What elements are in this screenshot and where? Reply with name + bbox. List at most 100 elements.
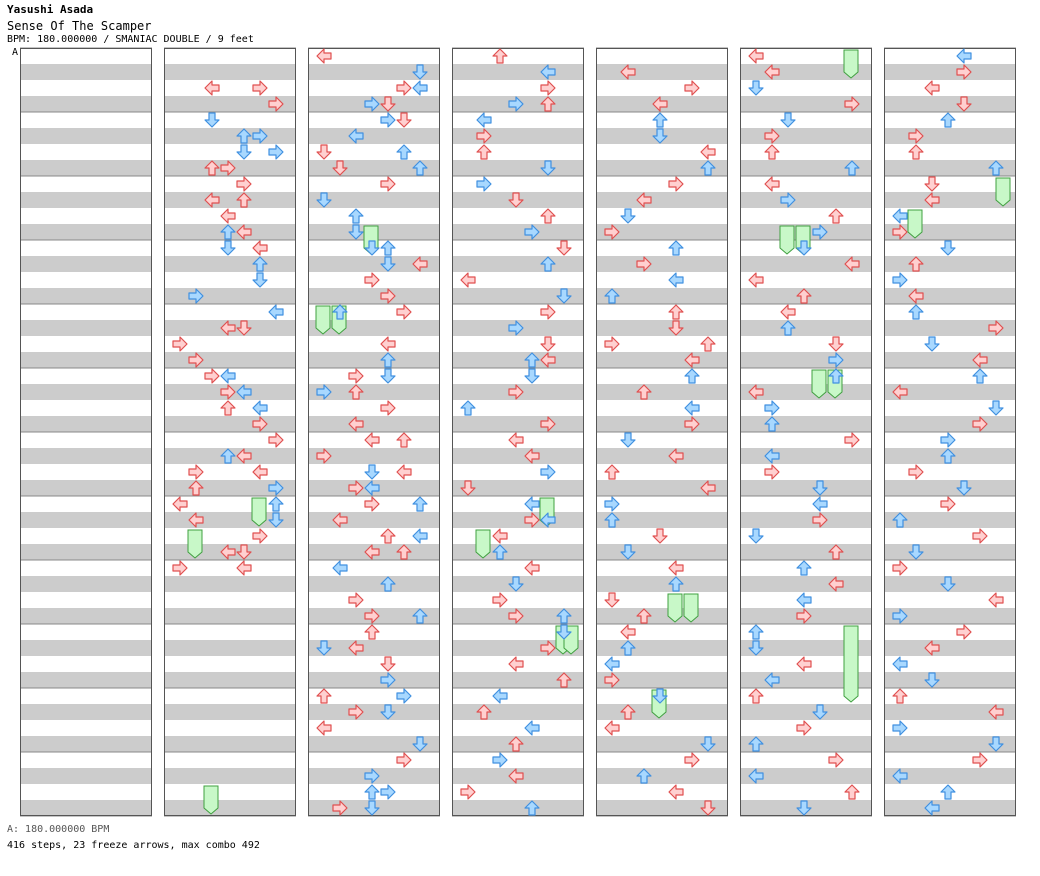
arrow-right-icon (508, 96, 524, 112)
beat-stripe (308, 288, 440, 304)
arrow-right-icon (764, 464, 780, 480)
arrow-right-icon (172, 336, 188, 352)
beat-stripe (740, 96, 872, 112)
freeze-arrow-icon (995, 177, 1011, 207)
beat-stripe (884, 64, 1016, 80)
beat-stripe (20, 96, 152, 112)
arrow-down-icon (508, 192, 524, 208)
arrow-down-icon (204, 112, 220, 128)
arrow-down-icon (620, 432, 636, 448)
arrow-down-icon (332, 160, 348, 176)
arrow-left-icon (892, 656, 908, 672)
arrow-right-icon (828, 352, 844, 368)
arrow-left-icon (204, 192, 220, 208)
arrow-up-icon (556, 608, 572, 624)
beat-stripe (308, 416, 440, 432)
beat-stripe (20, 160, 152, 176)
arrow-up-icon (348, 384, 364, 400)
arrow-up-icon (620, 704, 636, 720)
column-border (308, 48, 440, 816)
arrow-right-icon (380, 176, 396, 192)
arrow-left-icon (908, 288, 924, 304)
arrow-right-icon (220, 160, 236, 176)
arrow-left-icon (684, 400, 700, 416)
bpm-marker: A (12, 47, 19, 58)
arrow-left-icon (892, 768, 908, 784)
beat-stripe (20, 416, 152, 432)
arrow-left-icon (748, 768, 764, 784)
arrow-down-icon (348, 224, 364, 240)
arrow-left-icon (972, 352, 988, 368)
beat-stripe (740, 480, 872, 496)
arrow-left-icon (540, 512, 556, 528)
arrow-up-icon (220, 400, 236, 416)
arrow-right-icon (508, 320, 524, 336)
beat-stripe (884, 736, 1016, 752)
arrow-left-icon (396, 464, 412, 480)
arrow-right-icon (540, 304, 556, 320)
arrow-down-icon (956, 96, 972, 112)
beat-stripe (308, 128, 440, 144)
arrow-left-icon (540, 64, 556, 80)
arrow-left-icon (236, 560, 252, 576)
arrow-down-icon (236, 544, 252, 560)
arrow-right-icon (364, 768, 380, 784)
arrow-down-icon (796, 800, 812, 816)
arrow-right-icon (380, 112, 396, 128)
beat-stripe (596, 576, 728, 592)
arrow-up-icon (604, 288, 620, 304)
beat-stripe (20, 768, 152, 784)
arrow-left-icon (764, 672, 780, 688)
arrow-up-icon (796, 288, 812, 304)
beat-stripe (20, 256, 152, 272)
arrow-up-icon (652, 112, 668, 128)
arrow-left-icon (748, 384, 764, 400)
arrow-right-icon (188, 288, 204, 304)
beat-stripe (20, 384, 152, 400)
arrow-right-icon (364, 496, 380, 512)
beat-stripe (884, 256, 1016, 272)
arrow-left-icon (380, 336, 396, 352)
arrow-left-icon (668, 448, 684, 464)
arrow-right-icon (220, 384, 236, 400)
beat-stripe (164, 640, 296, 656)
arrow-right-icon (252, 80, 268, 96)
beat-stripe (452, 256, 584, 272)
beat-stripe (884, 704, 1016, 720)
beat-stripe (596, 672, 728, 688)
arrow-down-icon (828, 336, 844, 352)
beat-stripe (452, 512, 584, 528)
arrow-up-icon (892, 688, 908, 704)
arrow-down-icon (252, 272, 268, 288)
beat-stripe (884, 352, 1016, 368)
beat-stripe (596, 768, 728, 784)
beat-stripe (740, 128, 872, 144)
arrow-down-icon (620, 544, 636, 560)
arrow-right-icon (812, 512, 828, 528)
arrow-up-icon (476, 704, 492, 720)
arrow-up-icon (940, 784, 956, 800)
arrow-up-icon (412, 608, 428, 624)
beat-stripe (308, 512, 440, 528)
beat-stripe (308, 192, 440, 208)
arrow-right-icon (764, 128, 780, 144)
arrow-right-icon (268, 480, 284, 496)
artist-name: Yasushi Asada (7, 3, 94, 16)
beat-stripe (308, 352, 440, 368)
beat-stripe (20, 672, 152, 688)
arrow-left-icon (620, 64, 636, 80)
arrow-up-icon (844, 160, 860, 176)
arrow-left-icon (492, 688, 508, 704)
arrow-up-icon (748, 624, 764, 640)
arrow-left-icon (988, 592, 1004, 608)
beat-stripe (308, 736, 440, 752)
freeze-arrow-icon (203, 785, 219, 815)
arrow-down-icon (236, 144, 252, 160)
arrow-right-icon (172, 560, 188, 576)
arrow-down-icon (412, 736, 428, 752)
arrow-right-icon (684, 752, 700, 768)
arrow-up-icon (380, 240, 396, 256)
beat-stripe (164, 64, 296, 80)
arrow-up-icon (380, 528, 396, 544)
arrow-up-icon (620, 640, 636, 656)
